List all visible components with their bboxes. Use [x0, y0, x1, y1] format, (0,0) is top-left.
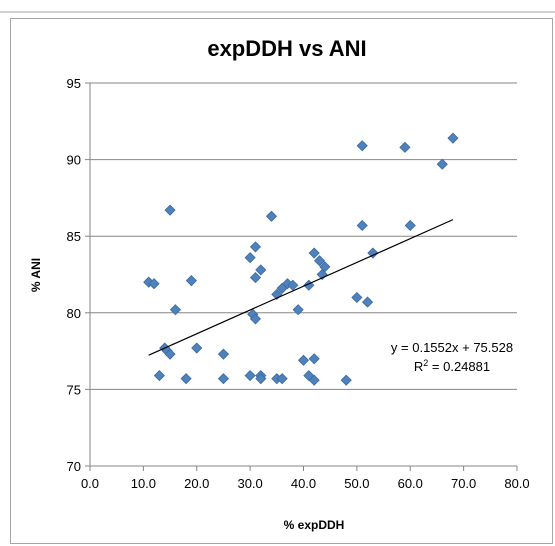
data-point — [217, 348, 230, 360]
data-point — [356, 140, 368, 152]
data-point — [447, 132, 459, 144]
data-point — [255, 373, 267, 385]
data-point — [361, 296, 374, 308]
data-point — [367, 247, 379, 259]
data-point — [308, 247, 320, 259]
r2-value: = 0.24881 — [428, 359, 490, 374]
x-tick-label: 20.0 — [184, 476, 209, 491]
data-point — [436, 158, 448, 170]
data-point — [255, 264, 267, 276]
data-point — [287, 279, 299, 291]
data-point — [351, 291, 363, 304]
axes — [85, 82, 518, 471]
x-axis-title: % expDDH — [284, 518, 345, 532]
y-axis-title: % ANI — [29, 258, 43, 292]
x-tick-label: 30.0 — [237, 476, 262, 491]
chart-title: expDDH vs ANI — [207, 36, 366, 61]
data-point — [265, 210, 278, 222]
r2-prefix: R — [414, 359, 423, 374]
y-tick-label: 70 — [67, 459, 81, 474]
y-tick-label: 95 — [67, 76, 81, 91]
y-tick-label: 75 — [67, 382, 81, 397]
data-point — [164, 348, 176, 360]
data-point — [404, 219, 416, 232]
data-point — [244, 370, 256, 382]
data-point — [399, 141, 411, 153]
data-point — [356, 219, 368, 232]
x-tick-label: 50.0 — [344, 476, 369, 491]
gridlines — [90, 82, 517, 390]
data-point — [217, 373, 230, 385]
data-point — [249, 241, 262, 253]
trendline-equation: y = 0.1552x + 75.528 — [391, 340, 513, 355]
trendline-r2: R2 = 0.24881 — [414, 358, 490, 374]
data-point — [308, 374, 320, 386]
data-point — [308, 353, 320, 365]
data-point — [292, 304, 304, 316]
data-point — [249, 313, 262, 325]
y-tick-label: 85 — [67, 229, 81, 244]
data-point — [340, 374, 352, 386]
data-point — [153, 370, 165, 382]
data-point — [276, 373, 288, 385]
data-points — [143, 132, 459, 386]
data-point — [319, 261, 331, 273]
x-tick-label: 40.0 — [291, 476, 316, 491]
data-point — [148, 278, 160, 290]
y-tick-label: 90 — [67, 153, 81, 168]
data-point — [244, 252, 256, 264]
trendline — [148, 219, 454, 356]
x-tick-label: 60.0 — [398, 476, 423, 491]
data-point — [185, 275, 197, 287]
data-point — [297, 354, 310, 366]
data-point — [169, 304, 181, 316]
r2-exponent: 2 — [423, 358, 428, 368]
x-tick-label: 10.0 — [131, 476, 156, 491]
x-tick-label: 80.0 — [504, 476, 529, 491]
x-tick-label: 70.0 — [451, 476, 476, 491]
data-point — [164, 204, 176, 216]
data-point — [180, 373, 192, 385]
x-tick-label: 0.0 — [81, 476, 99, 491]
data-point — [191, 342, 203, 354]
tick-labels: 70 75 80 85 90 95 0.0 10.0 20.0 30.0 40.0 50.0 60.0 7… — [67, 76, 530, 491]
data-point — [313, 255, 326, 267]
trendline-group — [148, 219, 454, 356]
chart-area — [10, 18, 553, 544]
y-tick-label: 80 — [67, 306, 81, 321]
data-point — [249, 271, 262, 284]
